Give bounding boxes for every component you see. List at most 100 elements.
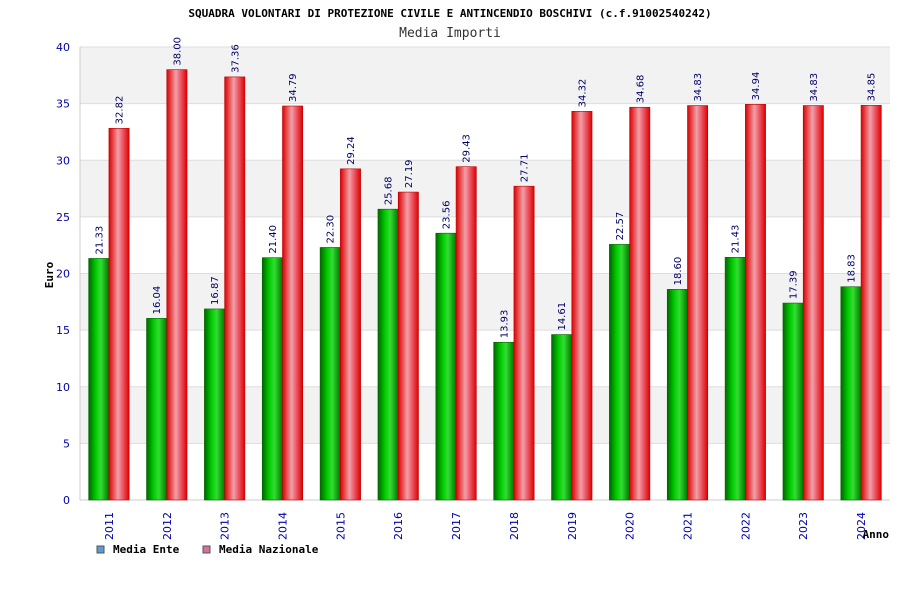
bar-media-nazionale-2012: [166, 69, 188, 501]
bar-media-ente-2024: [840, 286, 862, 501]
y-tick-label: 35: [56, 98, 70, 111]
bar-media-ente-2020: [609, 244, 630, 501]
legend-swatch-media-nazionale: [202, 545, 211, 554]
x-tick-label: 2021: [682, 512, 695, 540]
data-label: 27.19: [404, 159, 415, 188]
chart-title: SQUADRA VOLONTARI DI PROTEZIONE CIVILE E…: [188, 7, 711, 20]
data-label: 37.36: [230, 44, 241, 73]
data-labels: 21.33 32.82 16.04 38.00 16.87 37.36 21.40 34.79…: [94, 37, 877, 338]
data-label: 16.87: [210, 276, 221, 305]
bar-media-nazionale-2014: [282, 105, 304, 501]
bar-media-ente-2014: [261, 257, 283, 501]
data-label: 18.83: [846, 254, 857, 283]
data-label: 21.33: [94, 226, 105, 255]
data-label: 17.39: [789, 270, 800, 299]
bar-media-ente-2023: [782, 302, 804, 501]
x-tick-label: 2023: [797, 512, 810, 540]
x-tick-label: 2019: [566, 512, 579, 540]
x-tick-label: 2013: [219, 512, 232, 540]
plot-band: [80, 386, 890, 444]
bar-media-ente-2015: [319, 247, 341, 501]
data-label: 34.79: [288, 73, 299, 102]
bar-media-nazionale-2022: [745, 104, 766, 501]
data-label: 14.61: [557, 302, 568, 331]
data-label: 34.85: [867, 73, 878, 102]
x-tick-label: 2022: [739, 512, 752, 540]
plot-band: [80, 216, 890, 274]
y-tick-label: 0: [63, 494, 70, 507]
data-label: 18.60: [673, 257, 684, 286]
y-tick-label: 10: [56, 381, 70, 394]
data-label: 25.68: [384, 177, 395, 206]
bar-media-nazionale-2015: [340, 168, 361, 501]
bar-media-nazionale-2024: [860, 105, 882, 501]
data-label: 21.43: [731, 225, 742, 254]
bar-media-ente-2018: [493, 341, 515, 501]
x-tick-label: 2024: [855, 512, 868, 540]
bar-media-ente-2016: [377, 208, 399, 501]
x-tick-label: 2020: [624, 512, 637, 540]
y-tick-label: 30: [56, 154, 70, 167]
y-tick-label: 20: [56, 268, 70, 281]
bar-media-ente-2019: [551, 334, 573, 501]
x-tick-label: 2017: [450, 512, 463, 540]
data-label: 23.56: [441, 201, 452, 230]
bar-media-ente-2022: [724, 257, 746, 501]
data-label: 32.82: [115, 96, 126, 125]
plot-band: [80, 47, 890, 104]
bar-media-nazionale-2021: [687, 105, 709, 501]
data-label: 34.83: [809, 73, 820, 102]
bar-media-ente-2021: [666, 289, 688, 501]
data-label: 29.43: [462, 134, 473, 163]
y-axis-ticks: 0 5 10 15 20 25 30 35 40: [56, 41, 70, 507]
chart-subtitle: Media Importi: [399, 26, 501, 41]
y-tick-label: 40: [56, 41, 70, 54]
data-label: 34.83: [693, 73, 704, 102]
data-label: 34.32: [577, 79, 588, 108]
bar-media-nazionale-2018: [513, 185, 535, 501]
bar-media-nazionale-2020: [629, 106, 651, 501]
x-tick-label: 2012: [161, 512, 174, 540]
x-axis-label: Anno: [863, 528, 890, 541]
data-label: 38.00: [172, 37, 183, 66]
data-label: 29.24: [346, 136, 357, 165]
bar-media-nazionale-2019: [571, 111, 593, 501]
bar-media-nazionale-2017: [455, 166, 477, 501]
bar-media-nazionale-2011: [108, 128, 130, 501]
plot-band: [80, 160, 890, 217]
legend-swatch-media-ente: [96, 545, 105, 554]
x-tick-label: 2014: [277, 512, 290, 540]
plot-band: [80, 103, 890, 161]
x-tick-label: 2016: [392, 512, 405, 540]
data-label: 22.30: [326, 215, 337, 244]
bar-media-ente-2017: [435, 232, 457, 501]
bar-media-nazionale-2013: [224, 76, 246, 501]
bars: [88, 69, 882, 501]
plot-band: [80, 330, 890, 387]
y-axis-label: Euro: [43, 261, 56, 288]
x-tick-label: 2018: [508, 512, 521, 540]
legend-label-media-nazionale: Media Nazionale: [219, 543, 319, 556]
data-label: 21.40: [268, 225, 279, 254]
bar-media-ente-2011: [88, 258, 110, 501]
x-tick-label: 2015: [334, 512, 347, 540]
y-tick-label: 25: [56, 211, 70, 224]
data-label: 27.71: [520, 154, 531, 183]
data-label: 34.94: [751, 72, 762, 101]
plot-band: [80, 273, 890, 331]
y-tick-label: 15: [56, 324, 70, 337]
legend: Media Ente Media Nazionale: [96, 543, 319, 556]
x-tick-label: 2011: [103, 512, 116, 540]
bar-media-nazionale-2023: [802, 105, 824, 501]
bar-media-nazionale-2016: [397, 191, 419, 501]
data-label: 22.57: [615, 212, 626, 241]
bar-media-ente-2013: [204, 308, 225, 501]
data-label: 13.93: [499, 310, 510, 339]
y-tick-label: 5: [63, 437, 70, 450]
bar-media-ente-2012: [146, 318, 168, 501]
data-label: 16.04: [152, 286, 163, 315]
x-axis-ticks: 2011 2012 2013 2014 2015 2016 2017 2018 2019 2020…: [103, 512, 868, 540]
legend-label-media-ente: Media Ente: [113, 543, 180, 556]
data-label: 34.68: [635, 75, 646, 104]
